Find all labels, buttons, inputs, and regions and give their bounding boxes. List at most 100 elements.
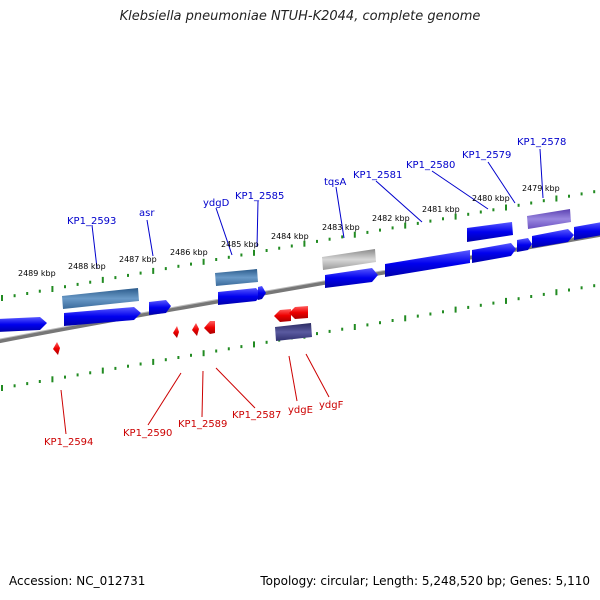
major-tick xyxy=(152,358,155,365)
scale-label: 2486 kbp xyxy=(170,248,208,257)
major-tick xyxy=(1,295,3,301)
minor-tick xyxy=(517,203,520,207)
gene-label-forward[interactable]: tqsA xyxy=(324,177,346,188)
minor-tick xyxy=(290,244,293,248)
gene-label-forward[interactable]: KP1_2585 xyxy=(235,191,284,202)
minor-tick xyxy=(442,310,444,314)
minor-tick xyxy=(76,282,79,286)
minor-tick xyxy=(492,208,495,212)
minor-tick xyxy=(89,280,92,284)
gene-reverse[interactable] xyxy=(274,309,291,322)
gene-forward[interactable] xyxy=(218,288,262,305)
minor-tick xyxy=(328,329,331,333)
minor-tick xyxy=(379,228,381,232)
minor-tick xyxy=(215,258,218,261)
gene-label-forward[interactable]: KP1_2581 xyxy=(353,170,402,181)
label-leaders xyxy=(60,148,544,435)
reverse-gene-labels: KP1_2594 KP1_2590 KP1_2589 KP1_2587 ydgE… xyxy=(44,400,344,448)
minor-tick xyxy=(190,262,192,266)
major-tick xyxy=(1,385,3,391)
forward-scale-ticks xyxy=(1,190,596,301)
minor-tick xyxy=(26,292,29,295)
major-tick xyxy=(202,258,205,265)
major-tick xyxy=(505,204,507,211)
minor-tick xyxy=(114,276,117,280)
reverse-genes xyxy=(53,306,312,355)
minor-tick xyxy=(164,358,167,362)
gene-reverse[interactable] xyxy=(173,326,179,338)
gene-forward[interactable] xyxy=(467,222,513,242)
minor-tick xyxy=(580,192,583,196)
accession-label: Accession: NC_012731 xyxy=(9,574,146,588)
major-tick xyxy=(454,306,457,313)
minor-tick xyxy=(164,267,167,271)
gene-label-forward[interactable]: KP1_2578 xyxy=(517,137,566,148)
minor-tick xyxy=(341,235,344,239)
feature-gray[interactable] xyxy=(322,249,376,270)
gene-label-reverse[interactable]: KP1_2589 xyxy=(178,419,227,430)
major-tick xyxy=(303,240,306,247)
minor-tick xyxy=(227,347,230,351)
scale-label: 2479 kbp xyxy=(522,184,560,193)
minor-tick xyxy=(366,323,369,327)
scale-label: 2484 kbp xyxy=(271,232,309,241)
minor-tick xyxy=(240,253,243,257)
minor-tick xyxy=(593,284,596,288)
major-tick xyxy=(404,315,407,322)
minor-tick xyxy=(580,286,583,290)
gene-label-reverse[interactable]: ydgE xyxy=(288,405,313,416)
gene-label-reverse[interactable]: KP1_2587 xyxy=(232,410,281,421)
gene-label-forward[interactable]: KP1_2579 xyxy=(462,150,511,161)
major-tick xyxy=(152,267,155,274)
scale-label: 2483 kbp xyxy=(322,223,360,232)
scale-labels: 2489 kbp 2488 kbp 2487 kbp 2486 kbp 2485… xyxy=(18,184,560,278)
minor-tick xyxy=(64,375,66,379)
gene-forward[interactable] xyxy=(64,307,141,326)
major-tick xyxy=(202,350,205,357)
feature-purple[interactable] xyxy=(527,209,571,229)
minor-tick xyxy=(215,349,218,353)
minor-tick xyxy=(89,371,92,375)
gene-reverse[interactable] xyxy=(204,321,215,334)
gene-label-reverse[interactable]: KP1_2594 xyxy=(44,437,93,448)
minor-tick xyxy=(568,288,570,292)
gene-forward[interactable] xyxy=(325,268,378,288)
gene-label-reverse[interactable]: KP1_2590 xyxy=(123,428,172,439)
gene-forward[interactable] xyxy=(385,250,470,277)
gene-forward[interactable] xyxy=(532,229,574,248)
minor-tick xyxy=(379,321,381,325)
minor-tick xyxy=(328,237,331,241)
gene-label-forward[interactable]: KP1_2580 xyxy=(406,160,455,171)
gene-label-reverse[interactable]: ydgF xyxy=(319,400,344,411)
minor-tick xyxy=(517,297,520,301)
minor-tick xyxy=(177,264,180,268)
feature-steel[interactable] xyxy=(215,269,258,286)
gene-forward[interactable] xyxy=(517,238,532,252)
gene-forward[interactable] xyxy=(574,222,600,240)
gene-reverse[interactable] xyxy=(289,306,308,319)
major-tick xyxy=(51,286,54,292)
gene-forward[interactable] xyxy=(149,300,171,315)
minor-tick xyxy=(530,295,533,298)
gene-forward[interactable] xyxy=(258,286,266,300)
gene-label-forward[interactable]: asr xyxy=(139,208,155,219)
minor-tick xyxy=(316,332,318,336)
minor-tick xyxy=(38,380,41,383)
feature-steel[interactable] xyxy=(62,288,139,309)
gene-forward[interactable] xyxy=(0,317,47,332)
gene-label-forward[interactable]: KP1_2593 xyxy=(67,216,116,227)
feature-navy[interactable] xyxy=(275,323,312,341)
gene-forward[interactable] xyxy=(472,243,516,263)
major-tick xyxy=(454,213,457,220)
major-tick xyxy=(101,367,104,374)
minor-tick xyxy=(265,340,268,344)
gene-reverse[interactable] xyxy=(53,342,60,355)
minor-tick xyxy=(542,292,545,296)
gene-label-forward[interactable]: ydgD xyxy=(203,198,230,209)
gene-reverse[interactable] xyxy=(192,323,199,336)
major-tick xyxy=(253,249,255,256)
minor-tick xyxy=(26,382,29,386)
minor-tick xyxy=(492,301,495,305)
scale-label: 2487 kbp xyxy=(119,255,157,264)
major-tick xyxy=(505,297,507,304)
